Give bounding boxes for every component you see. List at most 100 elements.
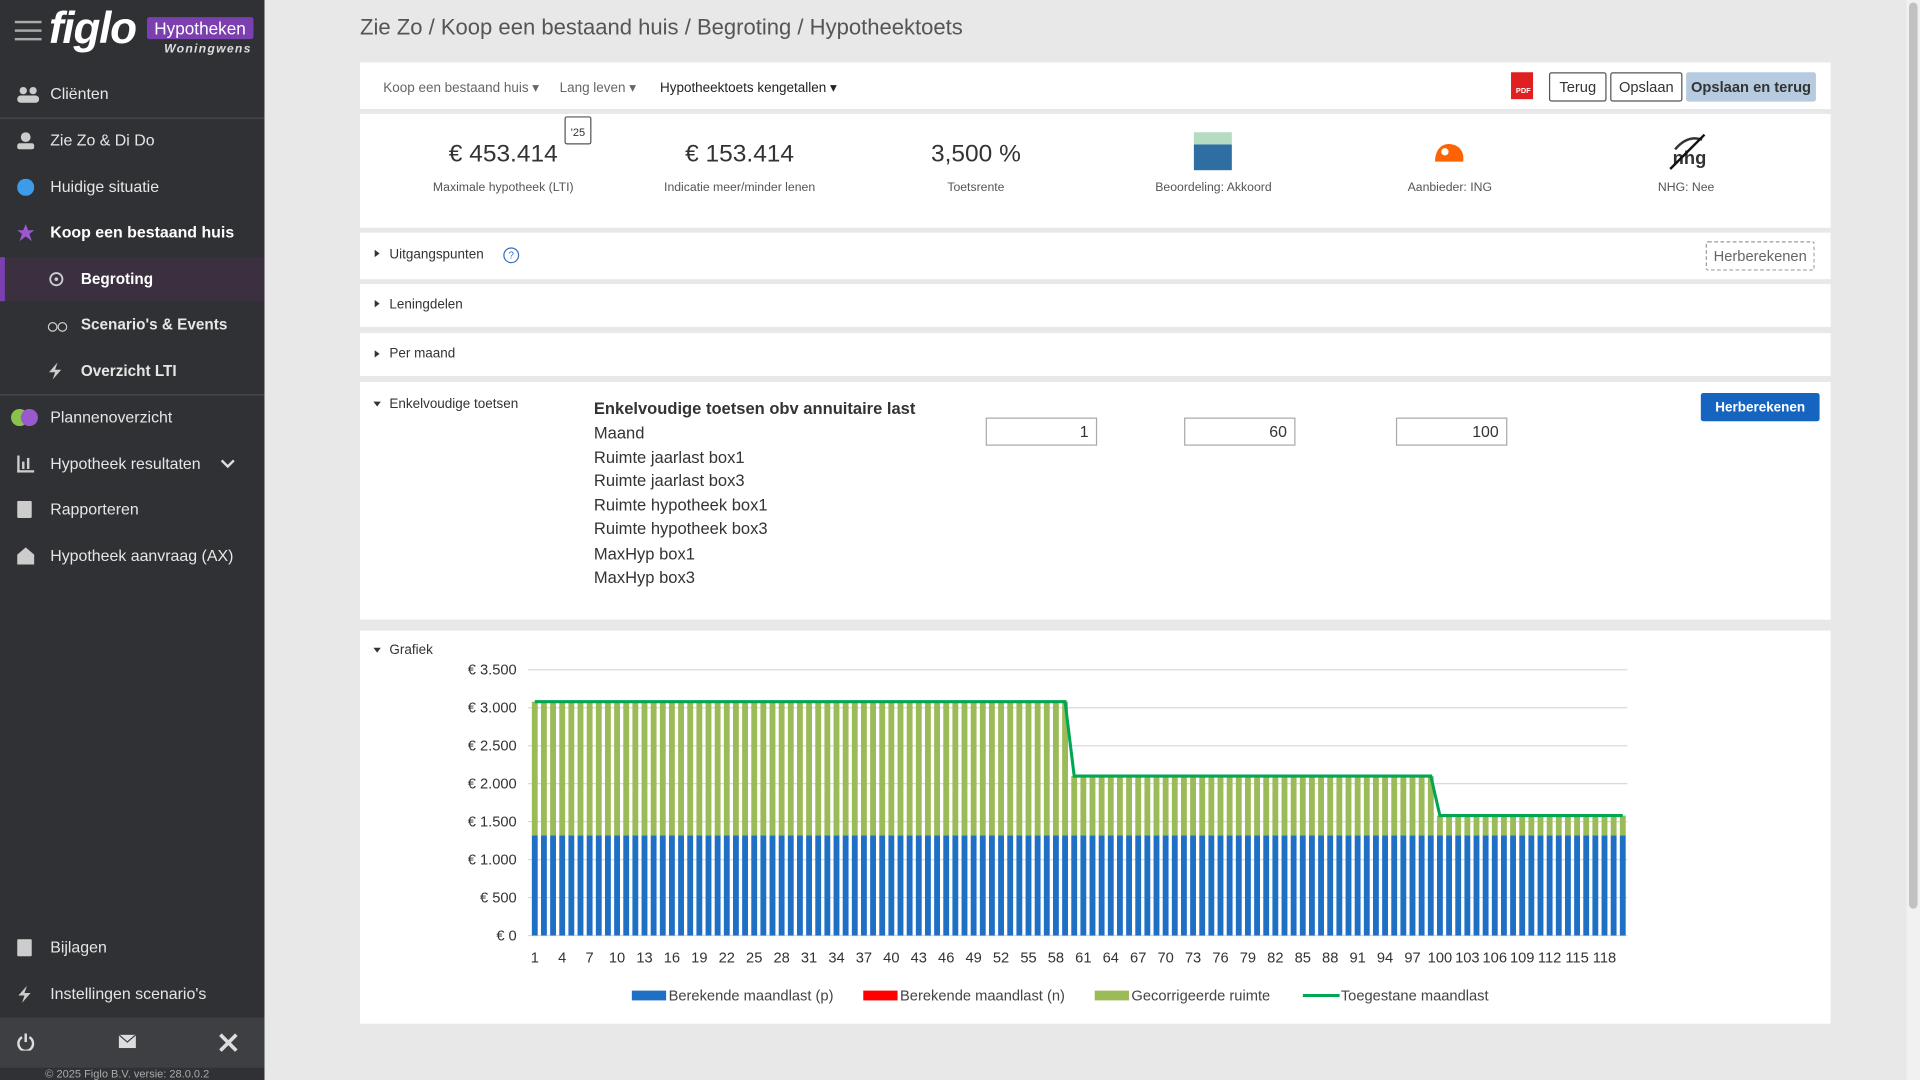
- menu-item[interactable]: Cliënten: [0, 72, 264, 116]
- hamburger[interactable]: [14, 20, 42, 42]
- menu-item[interactable]: Overzicht LTI: [0, 349, 264, 393]
- bar-segment: [623, 835, 630, 936]
- bar-segment: [705, 835, 712, 936]
- input[interactable]: 100: [1395, 417, 1508, 446]
- nhg-text: nhg: [1673, 147, 1707, 168]
- menu-item[interactable]: Bijlagen: [0, 926, 264, 970]
- menu-item[interactable]: Scenario's & Events: [0, 302, 264, 346]
- bar-segment: [1409, 835, 1416, 936]
- bar-segment: [1071, 835, 1078, 936]
- button[interactable]: Opslaan: [1610, 72, 1683, 102]
- caret[interactable]: [373, 401, 381, 407]
- bar-segment: [888, 701, 895, 836]
- dropdown-label: Lang leven: [559, 80, 626, 96]
- menu-label: Zie Zo & Di Do: [50, 131, 155, 150]
- menu-item[interactable]: Zie Zo & Di Do: [0, 119, 264, 163]
- bar-segment: [540, 835, 547, 936]
- bar-segment: [1171, 835, 1178, 936]
- caret[interactable]: [374, 300, 380, 308]
- dropdown[interactable]: Lang leven ▾: [559, 80, 637, 96]
- section-title[interactable]: Per maand: [389, 346, 456, 362]
- section: [360, 333, 1831, 376]
- help-icon[interactable]: ?: [503, 247, 520, 264]
- bar-segment: [1126, 776, 1132, 836]
- menu-item[interactable]: Rapporteren: [0, 487, 264, 531]
- dropdown[interactable]: Hypotheektoets kengetallen ▾: [660, 80, 837, 96]
- bar-segment: [1308, 835, 1315, 936]
- bar-segment: [1144, 776, 1151, 836]
- toets-row: Ruimte hypotheek box3: [593, 519, 768, 538]
- bar-segment: [1491, 815, 1498, 836]
- y-tick-label: € 0: [496, 928, 516, 944]
- input[interactable]: 60: [1184, 417, 1296, 446]
- x-tick-label: 79: [1240, 950, 1256, 966]
- scroll-thumb[interactable]: [1908, 2, 1918, 909]
- bar-segment: [1546, 815, 1553, 836]
- bar-segment: [870, 835, 876, 936]
- bar-segment: [915, 835, 922, 936]
- menu-item[interactable]: Plannenoverzicht: [0, 396, 264, 440]
- menu-item[interactable]: Koop een bestaand huis: [0, 211, 264, 255]
- bar-segment: [1382, 835, 1388, 936]
- bar-segment: [1180, 776, 1187, 836]
- section-title[interactable]: Grafiek: [389, 642, 433, 658]
- tools-button[interactable]: [219, 1033, 238, 1052]
- section-title[interactable]: Uitgangspunten: [389, 247, 484, 263]
- menu-item[interactable]: Instellingen scenario's: [0, 972, 264, 1016]
- bar-segment: [1272, 776, 1279, 836]
- bar-segment: [1528, 815, 1535, 836]
- bar-segment: [860, 701, 867, 836]
- bar-segment: [1583, 835, 1590, 936]
- button[interactable]: Herberekenen: [1705, 241, 1815, 271]
- pdf-icon[interactable]: PDF: [1511, 72, 1534, 100]
- button-primary[interactable]: Opslaan en terug: [1686, 72, 1816, 102]
- caret[interactable]: [373, 647, 381, 653]
- menu-item[interactable]: Hypotheek aanvraag (AX): [0, 534, 264, 578]
- x-tick-label: 58: [1048, 950, 1064, 966]
- bar-segment: [1281, 835, 1288, 936]
- bar-segment: [1537, 835, 1544, 936]
- bar-segment: [787, 701, 794, 836]
- bar-segment: [961, 835, 968, 936]
- bar-segment: [998, 835, 1004, 936]
- button-primary[interactable]: Herberekenen: [1700, 393, 1820, 422]
- button[interactable]: Terug: [1548, 72, 1607, 102]
- bar-segment: [860, 835, 867, 936]
- x-tick-label: 115: [1565, 950, 1588, 966]
- x-tick-label: 7: [586, 950, 594, 966]
- bar-segment: [1016, 701, 1023, 836]
- bar-segment: [1555, 835, 1562, 936]
- bar-segment: [1190, 835, 1196, 936]
- bar-segment: [732, 701, 739, 836]
- bar-segment: [806, 835, 812, 936]
- caret[interactable]: [374, 350, 380, 358]
- menu-label: Overzicht LTI: [80, 362, 177, 380]
- x-tick-label: 49: [965, 950, 981, 966]
- menu-item[interactable]: Hypotheek resultaten: [0, 442, 264, 486]
- x-tick-label: 118: [1593, 950, 1616, 966]
- bar-segment: [550, 835, 556, 936]
- bar-segment: [1272, 835, 1279, 936]
- caret[interactable]: [374, 249, 380, 258]
- input[interactable]: 1: [985, 417, 1098, 446]
- menu-item[interactable]: Huidige situatie: [0, 165, 264, 209]
- bar-segment: [1436, 835, 1443, 936]
- menu-item-active[interactable]: Begroting: [0, 257, 265, 302]
- section-title[interactable]: Leningdelen: [389, 297, 463, 313]
- bar-segment: [604, 701, 611, 836]
- legend-swatch: [1094, 990, 1129, 1001]
- bar-segment: [1555, 815, 1562, 836]
- section-title[interactable]: Enkelvoudige toetsen: [389, 396, 519, 412]
- footer-bar: [0, 1017, 265, 1068]
- x-tick-label: 97: [1404, 950, 1420, 966]
- bar-segment: [577, 701, 584, 836]
- sidebar: figlo Hypotheken Woningwens Cliënten Zie…: [0, 0, 265, 1080]
- menu-label: Scenario's & Events: [80, 315, 228, 334]
- bar-segment: [924, 701, 931, 836]
- power-button[interactable]: [17, 1033, 35, 1051]
- rating-icon: [1193, 132, 1232, 171]
- dropdown[interactable]: Koop een bestaand huis ▾: [383, 80, 540, 96]
- bar-segment: [531, 701, 538, 836]
- bar-segment: [751, 835, 758, 936]
- mail-button[interactable]: [118, 1034, 136, 1049]
